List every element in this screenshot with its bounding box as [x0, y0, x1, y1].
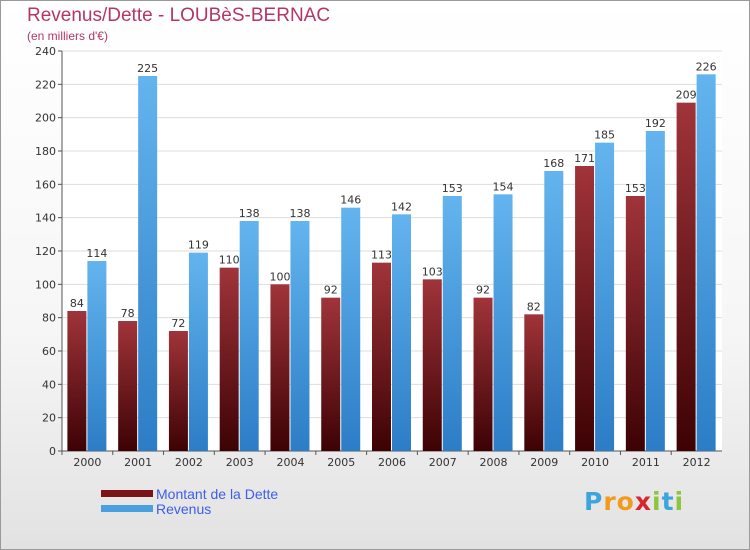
bar-revenus — [341, 207, 361, 451]
data-label-revenus: 168 — [543, 157, 564, 170]
y-tick-label: 220 — [35, 78, 56, 91]
bar-dette — [372, 262, 391, 451]
bar-dette — [676, 102, 696, 452]
data-label-revenus: 138 — [239, 207, 260, 220]
x-tick-label: 2000 — [73, 456, 101, 469]
data-label-revenus: 142 — [391, 200, 412, 213]
bar-dette — [575, 166, 595, 451]
x-tick-label: 2010 — [581, 456, 609, 469]
bar-revenus — [138, 76, 158, 451]
x-tick-label: 2009 — [530, 456, 558, 469]
bar-revenus — [544, 171, 564, 451]
bar-dette — [270, 284, 290, 451]
data-label-revenus: 185 — [594, 129, 615, 142]
bar-dette — [473, 297, 493, 451]
y-tick-label: 60 — [42, 345, 56, 358]
data-label-dette: 110 — [219, 254, 240, 267]
data-label-dette: 72 — [171, 317, 185, 330]
bar-revenus — [290, 221, 310, 451]
bar-revenus — [595, 142, 615, 451]
chart-subtitle: (en milliers d'€) — [27, 29, 108, 43]
bar-revenus — [493, 194, 513, 452]
data-label-revenus: 153 — [442, 182, 463, 195]
bar-dette — [168, 331, 188, 451]
data-label-dette: 113 — [371, 249, 392, 262]
data-label-revenus: 225 — [137, 62, 158, 75]
data-label-revenus: 146 — [340, 194, 361, 207]
bar-dette — [524, 314, 544, 451]
data-label-dette: 92 — [324, 284, 338, 297]
bar-revenus — [87, 261, 107, 451]
data-label-dette: 84 — [70, 297, 84, 310]
legend-swatch-revenus — [101, 505, 153, 512]
x-tick-label: 2003 — [226, 456, 254, 469]
y-tick-label: 200 — [35, 112, 56, 125]
y-tick-label: 100 — [35, 278, 56, 291]
x-tick-label: 2002 — [175, 456, 203, 469]
data-label-dette: 103 — [422, 265, 443, 278]
logo-letter: o — [616, 487, 635, 516]
y-tick-label: 160 — [35, 178, 56, 191]
bar-dette — [321, 297, 341, 451]
y-tick-label: 40 — [42, 378, 56, 391]
data-label-dette: 100 — [269, 270, 290, 283]
data-label-dette: 171 — [574, 152, 595, 165]
x-tick-label: 2007 — [429, 456, 457, 469]
x-tick-label: 2004 — [276, 456, 304, 469]
bar-dette — [422, 279, 442, 451]
bar-dette — [219, 267, 239, 451]
x-tick-label: 2012 — [683, 456, 711, 469]
logo-letter: i — [652, 487, 662, 516]
data-label-dette: 209 — [676, 89, 697, 102]
logo-letter: r — [603, 487, 617, 516]
y-tick-label: 20 — [42, 412, 56, 425]
logo-letter: t — [661, 487, 675, 516]
data-label-revenus: 226 — [696, 60, 717, 73]
data-label-revenus: 154 — [493, 180, 514, 193]
chart-title: Revenus/Dette - LOUBèS-BERNAC — [27, 5, 331, 26]
bar-revenus — [696, 74, 716, 451]
x-tick-label: 2006 — [378, 456, 406, 469]
data-label-revenus: 138 — [289, 207, 310, 220]
bar-dette — [118, 321, 138, 451]
y-tick-label: 80 — [42, 312, 56, 325]
data-label-dette: 153 — [625, 182, 646, 195]
bar-revenus — [442, 196, 462, 451]
data-label-dette: 82 — [527, 300, 541, 313]
legend-label-revenus: Revenus — [156, 501, 212, 517]
data-label-revenus: 114 — [86, 247, 107, 260]
legend-swatch-dette — [101, 490, 153, 497]
y-tick-label: 120 — [35, 245, 56, 258]
bar-dette — [625, 196, 645, 451]
bar-revenus — [392, 214, 411, 451]
bar-dette — [67, 311, 87, 451]
legend-label-dette: Montant de la Dette — [156, 486, 279, 502]
logo-letter: P — [584, 487, 604, 516]
x-tick-label: 2001 — [124, 456, 152, 469]
data-label-dette: 92 — [476, 284, 490, 297]
x-tick-label: 2011 — [632, 456, 660, 469]
y-tick-label: 240 — [35, 45, 56, 58]
y-tick-label: 0 — [49, 445, 56, 458]
proxiti-logo: Proxiti — [584, 487, 684, 516]
data-label-revenus: 119 — [188, 239, 209, 252]
logo-letter: i — [674, 487, 685, 516]
x-tick-label: 2008 — [480, 456, 508, 469]
logo-letter: x — [634, 487, 652, 516]
y-tick-label: 140 — [35, 212, 56, 225]
bar-revenus — [239, 221, 259, 451]
data-label-revenus: 192 — [645, 117, 666, 130]
bar-revenus — [188, 252, 208, 451]
x-tick-label: 2005 — [327, 456, 355, 469]
data-label-dette: 78 — [121, 307, 135, 320]
bar-revenus — [645, 131, 665, 451]
y-tick-label: 180 — [35, 145, 56, 158]
